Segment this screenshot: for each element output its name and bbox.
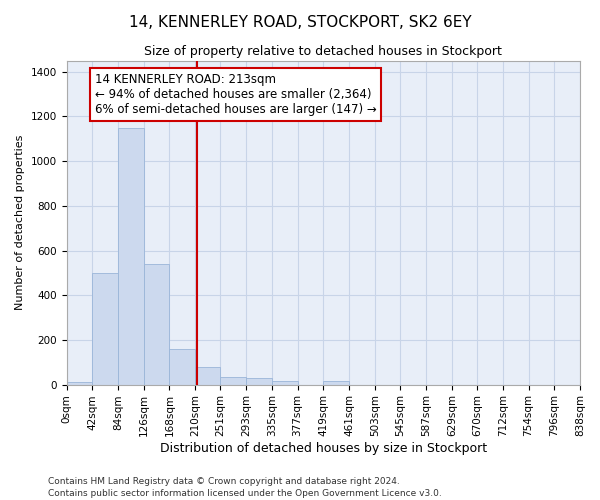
Y-axis label: Number of detached properties: Number of detached properties	[15, 135, 25, 310]
Bar	[195, 366, 220, 384]
Bar	[323, 381, 349, 384]
Bar	[169, 349, 195, 384]
Bar	[92, 273, 118, 384]
Title: Size of property relative to detached houses in Stockport: Size of property relative to detached ho…	[145, 45, 502, 58]
Text: 14, KENNERLEY ROAD, STOCKPORT, SK2 6EY: 14, KENNERLEY ROAD, STOCKPORT, SK2 6EY	[128, 15, 472, 30]
Bar	[67, 382, 92, 384]
Bar	[118, 128, 144, 384]
Bar	[220, 377, 246, 384]
Bar	[246, 378, 272, 384]
Bar	[272, 380, 298, 384]
X-axis label: Distribution of detached houses by size in Stockport: Distribution of detached houses by size …	[160, 442, 487, 455]
Text: 14 KENNERLEY ROAD: 213sqm
← 94% of detached houses are smaller (2,364)
6% of sem: 14 KENNERLEY ROAD: 213sqm ← 94% of detac…	[95, 73, 376, 116]
Text: Contains HM Land Registry data © Crown copyright and database right 2024.
Contai: Contains HM Land Registry data © Crown c…	[48, 476, 442, 498]
Bar	[144, 264, 169, 384]
